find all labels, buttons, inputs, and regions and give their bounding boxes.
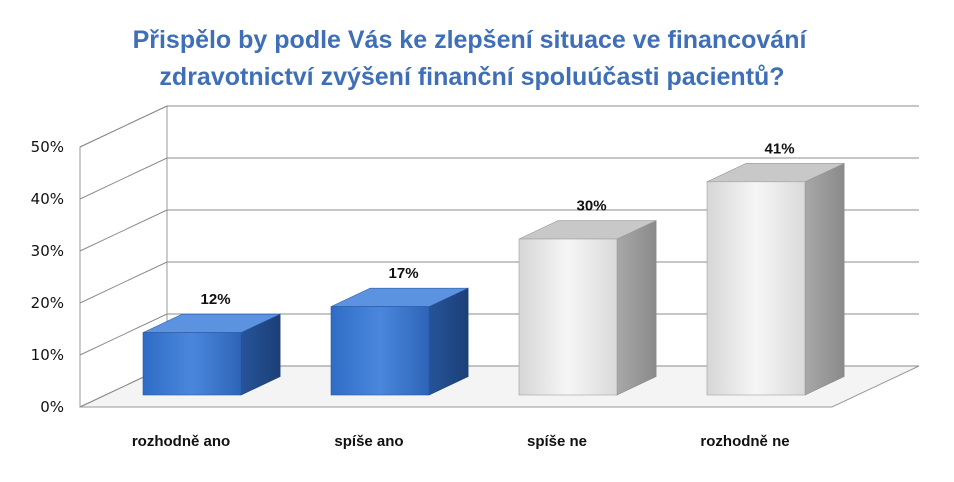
x-tick-label: spíše ano (334, 433, 403, 450)
gridline-side (79, 261, 168, 304)
y-tick-label: 40% (31, 190, 64, 208)
x-tick-label: spíše ne (527, 433, 587, 450)
bar-side-face (428, 287, 469, 396)
gridline-side (79, 157, 168, 200)
y-tick-label: 50% (31, 138, 64, 156)
data-label: 41% (765, 140, 795, 157)
data-label: 17% (389, 265, 419, 282)
chart-title-line-1: Přispělo by podle Vás ke zlepšení situac… (132, 26, 807, 54)
data-label: 12% (201, 291, 231, 308)
gridline-side (79, 209, 168, 252)
chart-title: Přispělo by podle Vás ke zlepšení situac… (0, 22, 954, 96)
gridline-side (79, 313, 168, 356)
bar-2 (330, 287, 469, 396)
bar-side-face (804, 162, 845, 396)
chart-title-line-2: zdravotnictví zvýšení finanční spoluúčas… (159, 63, 785, 91)
y-tick-label: 10% (31, 346, 64, 364)
bars-layer (142, 162, 845, 396)
bar-4 (706, 162, 845, 396)
y-tick-label: 30% (31, 242, 64, 260)
y-tick-label: 0% (40, 398, 64, 416)
x-tick-label: rozhodně ano (132, 433, 230, 450)
bar-side-face (616, 220, 657, 396)
axes-layer: 0% 10% 20% 30% 40% 50% (31, 105, 920, 416)
bar-1 (142, 313, 281, 396)
y-tick-label: 20% (31, 294, 64, 312)
bar-front-face (706, 181, 806, 396)
bar-front-face (142, 332, 242, 396)
bar-3 (518, 220, 657, 396)
bar-front-face (518, 238, 618, 396)
gridline-side (79, 105, 168, 148)
labels-layer: 12% rozhodně ano 17% spíše ano 30% spíše ne 41… (132, 140, 795, 450)
data-label: 30% (577, 198, 607, 215)
x-tick-label: rozhodně ne (700, 433, 789, 450)
bar-front-face (330, 306, 430, 396)
